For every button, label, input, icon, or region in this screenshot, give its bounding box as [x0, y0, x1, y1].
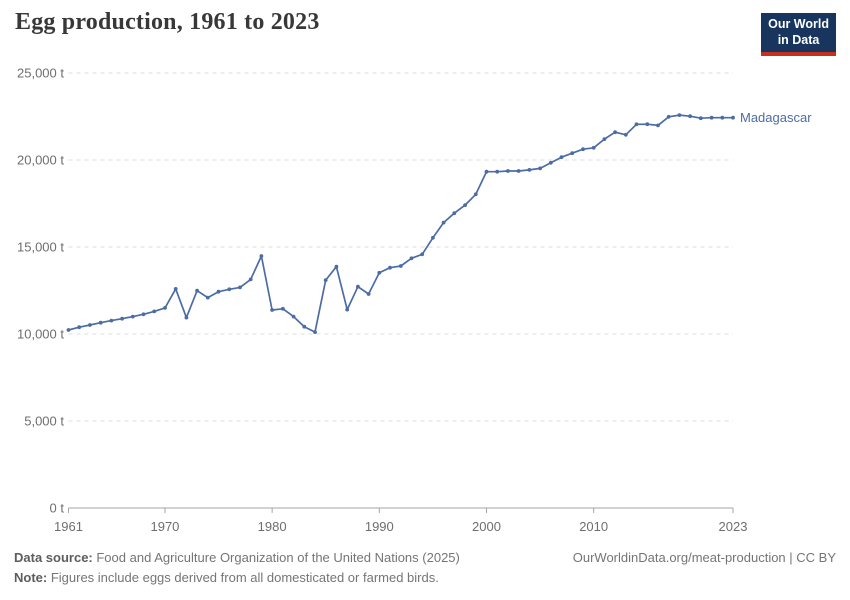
data-point-2015[interactable] [645, 122, 650, 127]
owid-logo-line2: in Data [777, 32, 820, 47]
data-point-2018[interactable] [677, 113, 682, 117]
data-point-1976[interactable] [227, 287, 232, 292]
data-point-1967[interactable] [130, 314, 135, 319]
data-point-2009[interactable] [581, 147, 585, 152]
data-point-1985[interactable] [323, 278, 328, 282]
x-tick-label: 1990 [365, 519, 394, 534]
data-point-1989[interactable] [366, 292, 371, 296]
y-tick-label: 15,000 t [17, 240, 64, 255]
data-point-1966[interactable] [120, 316, 124, 321]
data-point-1980[interactable] [270, 308, 274, 312]
data-point-2005[interactable] [538, 166, 542, 171]
data-point-2019[interactable] [688, 114, 692, 119]
data-point-1974[interactable] [205, 295, 210, 300]
data-point-2003[interactable] [516, 169, 521, 173]
data-point-2020[interactable] [698, 116, 703, 121]
data-point-1998[interactable] [463, 203, 467, 208]
data-point-1970[interactable] [163, 306, 167, 310]
x-tick-label: 2023 [719, 519, 748, 534]
data-point-1968[interactable] [141, 312, 146, 317]
data-point-1991[interactable] [388, 265, 392, 270]
x-tick-label: 2000 [472, 519, 501, 534]
data-point-1982[interactable] [291, 314, 296, 319]
data-point-2016[interactable] [656, 123, 660, 128]
data-point-2004[interactable] [527, 168, 532, 172]
data-point-2012[interactable] [613, 130, 617, 135]
x-tick-label: 1980 [258, 519, 287, 534]
credit-link[interactable]: OurWorldinData.org/meat-production | CC … [572, 549, 836, 565]
data-point-1972[interactable] [184, 315, 189, 320]
x-tick-label: 1961 [54, 519, 83, 534]
data-point-1986[interactable] [334, 264, 339, 269]
chart-footer: Data source: Food and Agriculture Organi… [0, 548, 850, 588]
data-point-1965[interactable] [109, 318, 114, 323]
data-point-1994[interactable] [420, 252, 425, 257]
line-chart: 0 t 5,000 t 10,000 t 15,000 t 20,000 t 25,000… [17, 66, 812, 535]
data-point-1975[interactable] [216, 289, 221, 294]
footer-left: Data source: Food and Agriculture Organi… [14, 548, 460, 588]
data-point-1984[interactable] [313, 330, 317, 334]
owid-logo-line1: Our World [768, 17, 829, 31]
data-point-1973[interactable] [195, 288, 200, 293]
data-point-2008[interactable] [570, 151, 575, 156]
data-point-1996[interactable] [441, 220, 446, 225]
data-point-2007[interactable] [559, 155, 564, 160]
data-point-2010[interactable] [591, 145, 596, 150]
data-point-1963[interactable] [88, 323, 92, 327]
data-point-1979[interactable] [259, 254, 264, 258]
y-tick-label: 0 t [50, 501, 65, 516]
data-point-2013[interactable] [623, 132, 628, 137]
data-point-1971[interactable] [173, 287, 178, 291]
x-tick-label: 1970 [150, 519, 179, 534]
data-source-label: Data source: [14, 549, 93, 565]
data-point-2001[interactable] [495, 169, 500, 174]
data-point-2021[interactable] [709, 115, 714, 120]
data-point-2006[interactable] [548, 160, 553, 165]
y-tick-label: 10,000 t [17, 327, 64, 342]
data-point-1995[interactable] [431, 235, 435, 240]
note-text: Figures include eggs derived from all do… [47, 569, 439, 585]
data-point-1988[interactable] [356, 284, 360, 289]
y-tick-label: 20,000 t [17, 153, 64, 168]
data-point-1993[interactable] [409, 256, 414, 261]
data-point-2014[interactable] [634, 122, 639, 127]
data-point-1969[interactable] [152, 309, 157, 314]
data-point-2023[interactable] [731, 115, 735, 120]
data-point-2000[interactable] [484, 169, 489, 174]
data-point-1992[interactable] [398, 264, 403, 268]
data-point-2017[interactable] [666, 114, 671, 119]
owid-logo[interactable]: Our World in Data [761, 13, 836, 57]
data-point-1977[interactable] [238, 285, 242, 290]
data-point-2022[interactable] [720, 115, 725, 120]
y-tick-label: 5,000 t [24, 414, 64, 429]
data-point-1964[interactable] [98, 320, 103, 325]
data-point-1961[interactable] [66, 328, 71, 332]
data-point-2002[interactable] [506, 169, 510, 173]
data-point-1997[interactable] [452, 211, 457, 216]
note-line: Note: Figures include eggs derived from … [14, 568, 460, 588]
note-label: Note: [14, 569, 48, 585]
data-point-1983[interactable] [302, 324, 307, 329]
data-source-line: Data source: Food and Agriculture Organi… [14, 548, 460, 568]
series-label-madagascar[interactable]: Madagascar [740, 110, 812, 125]
data-point-1978[interactable] [248, 277, 253, 282]
data-source-text: Food and Agriculture Organization of the… [92, 549, 460, 565]
data-point-2011[interactable] [602, 137, 607, 142]
data-point-1990[interactable] [377, 270, 382, 275]
x-tick-label: 2010 [579, 519, 608, 534]
page-title: Egg production, 1961 to 2023 [15, 9, 320, 35]
data-point-1981[interactable] [281, 306, 285, 311]
y-tick-label: 25,000 t [17, 66, 64, 81]
series-line-madagascar[interactable] [67, 114, 734, 333]
data-point-1999[interactable] [473, 192, 478, 197]
data-point-1962[interactable] [77, 325, 82, 330]
data-point-1987[interactable] [345, 307, 350, 312]
